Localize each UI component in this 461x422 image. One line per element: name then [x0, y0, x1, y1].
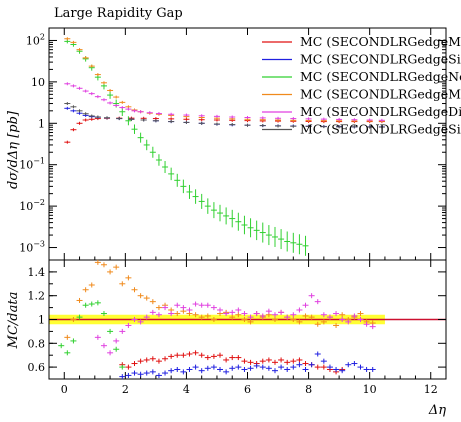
- ratio-series-0: [119, 350, 346, 375]
- main-ytick-label-3: 1: [38, 117, 45, 130]
- main-series-2: [64, 39, 309, 256]
- ratio-series: [58, 259, 376, 380]
- ratio-ytick-label-4: 1.4: [28, 266, 46, 279]
- ratio-xtick-label-4: 8: [305, 383, 312, 396]
- ratio-series-4: [94, 293, 376, 356]
- main-series-5: [64, 102, 385, 129]
- ratio-band: [49, 314, 446, 325]
- ratio-series-1: [119, 351, 376, 380]
- ratio-ytick-label-2: 1: [38, 314, 45, 327]
- ratio-panel: 0.6 0.8 1 1.2 1.4 0 2 4 6 8 10 12 MC/data Δη: [6, 259, 447, 418]
- legend-label-3: MC (SECONDLRGedgeMin): [300, 87, 461, 102]
- ratio-xtick-label-1: 2: [122, 383, 129, 396]
- main-ytick-label-4: 10: [31, 76, 45, 89]
- legend: MC (SECONDLRGedgeMax) MC (SECONDLRGedgeSi…: [262, 34, 461, 137]
- ratio-ticks: 0.6 0.8 1 1.2 1.4 0 2 4 6 8 10 12: [28, 260, 447, 396]
- main-series-4: [64, 82, 385, 122]
- main-ytick-label-2: 10−1: [19, 157, 45, 172]
- ratio-xtick-label-5: 10: [363, 383, 377, 396]
- ratio-ylabel: MC/data: [6, 292, 21, 350]
- ratio-series-2: [58, 300, 126, 370]
- ratio-xtick-label-6: 12: [424, 383, 438, 396]
- legend-label-4: MC (SECONDLRGedgeDijet): [300, 104, 461, 119]
- legend-label-2: MC (SECONDLRGedgeNone): [300, 69, 461, 84]
- legend-label-1: MC (SECONDLRGedgeSinglePass): [300, 52, 461, 67]
- ratio-ytick-label-1: 0.8: [28, 337, 46, 350]
- main-ylabel: dσ/dΔη [pb]: [6, 110, 21, 189]
- main-ytick-label-5: 102: [26, 32, 45, 47]
- main-panel: 10−3 10−2 10−1 1 10 102 MC (SECONDLRGedgeMax)…: [6, 27, 461, 261]
- ratio-xtick-label-0: 0: [61, 383, 68, 396]
- ratio-series-3: [64, 259, 376, 340]
- main-series: [64, 37, 385, 256]
- ratio-xtick-label-3: 6: [244, 383, 251, 396]
- legend-label-0: MC (SECONDLRGedgeMax): [300, 34, 461, 49]
- main-ytick-label-0: 10−3: [19, 240, 45, 255]
- main-ytick-label-1: 10−2: [19, 198, 45, 213]
- plot-title: Large Rapidity Gap: [54, 6, 183, 21]
- ratio-xlabel: Δη: [428, 403, 446, 418]
- ratio-ytick-label-0: 0.6: [28, 361, 46, 374]
- ratio-xtick-label-2: 4: [183, 383, 190, 396]
- ratio-ytick-label-3: 1.2: [28, 290, 46, 303]
- legend-label-5: MC (SECONDLRGedgeSingle): [300, 122, 461, 137]
